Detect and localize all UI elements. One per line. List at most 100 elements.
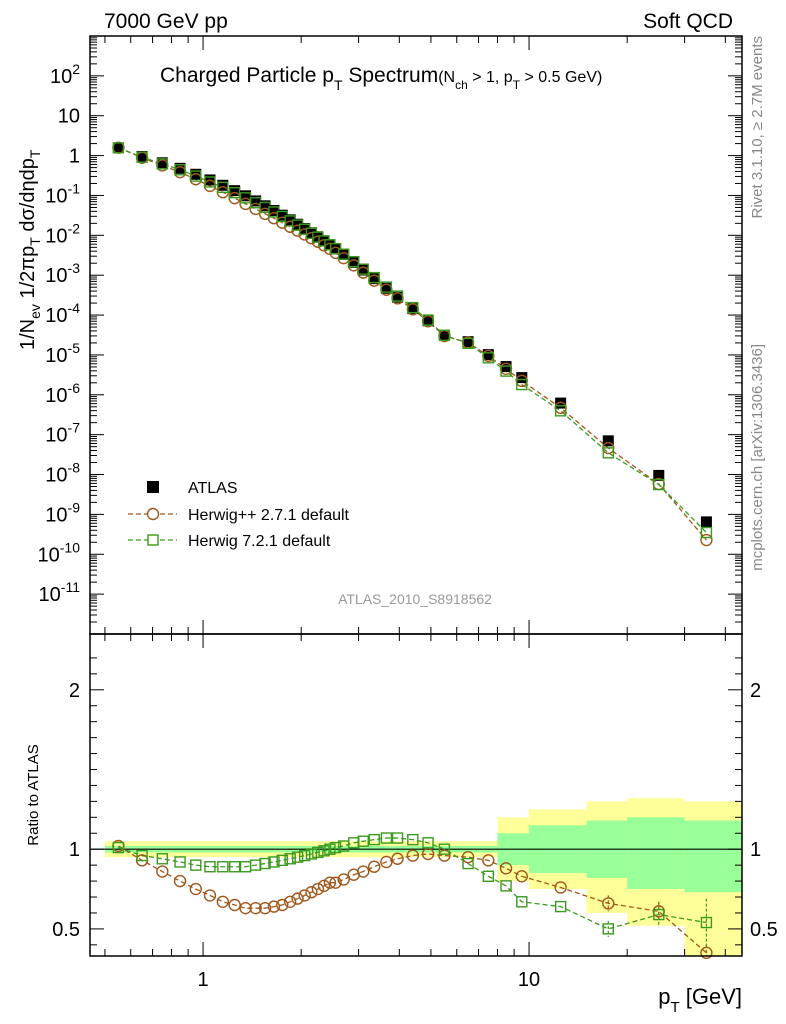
herwig7-point-ratio-25: [380, 832, 393, 844]
herwigpp-point-ratio-4: [189, 882, 202, 896]
atlas-point-9: [250, 195, 262, 207]
herwig7-point-top-21: [337, 248, 350, 260]
atlas-point-25: [380, 282, 392, 294]
herwigpp-point-ratio-9: [249, 901, 262, 915]
y-tick-base-3: 10: [45, 465, 67, 487]
y-tick-exp-9: -2: [68, 220, 81, 236]
atlas-point-23: [357, 264, 369, 276]
y-tick-exp-3: -8: [68, 460, 81, 476]
y-tick-base-1: 10: [38, 544, 60, 566]
herwigpp-point-ratio-16: [305, 886, 318, 899]
atlas-point-3: [174, 162, 186, 174]
ratio-tick-label-r-2: 2: [750, 680, 761, 702]
atlas-point-21: [338, 249, 350, 261]
herwig7-point-top-26: [391, 290, 404, 302]
herwig7-point-ratio-13: [284, 853, 296, 865]
atlas-point-22: [348, 256, 360, 268]
ratio-tick-label-l-2: 2: [69, 680, 80, 702]
herwig7-point-top-29: [438, 329, 451, 342]
herwigpp-point-ratio-13: [283, 895, 297, 909]
y-tick-base-2: 10: [45, 504, 67, 526]
atlas-point-7: [229, 185, 241, 197]
herwig7-point-top-6: [217, 181, 229, 194]
y-tick-base-6: 10: [45, 345, 67, 367]
y-tick-label-0: 10-11: [39, 579, 81, 606]
herwig7-point-top-32: [500, 365, 512, 377]
ratio-panel-frame: [89, 633, 743, 957]
herwigpp-point-ratio-17: [311, 882, 325, 896]
herwigpp-point-ratio-2: [156, 865, 169, 878]
atlas-point-24: [368, 273, 380, 285]
atlas-point-6: [217, 179, 229, 191]
y-tick-base-8: 10: [45, 265, 67, 287]
y-tick-base-4: 10: [45, 425, 67, 447]
herwig7-point-ratio-28: [422, 837, 434, 849]
herwig7-point-ratio-34: [554, 900, 567, 913]
herwig7-point-ratio-18: [318, 845, 330, 857]
herwig7-point-ratio-24: [368, 833, 380, 846]
ylabel-s2: T: [27, 237, 43, 246]
atlas-point-10: [259, 200, 271, 212]
herwigpp-point-ratio-31: [482, 854, 495, 867]
herwigpp-point-ratio-32: [499, 862, 513, 875]
y-tick-base-0: 10: [39, 584, 61, 606]
y-tick-exp-7: -4: [68, 300, 81, 316]
herwig7-point-ratio-11: [268, 856, 280, 868]
herwigpp-point-ratio-35: [602, 897, 615, 910]
y-tick-base-9: 10: [45, 225, 67, 247]
herwigpp-point-ratio-15: [298, 889, 311, 902]
herwig7-point-top-36: [653, 478, 665, 491]
herwig7-point-ratio-0: [112, 841, 125, 854]
herwig7-point-top-1: [136, 151, 148, 163]
analysis-id: ATLAS_2010_S8918562: [338, 591, 492, 607]
x-tick-label-1: 10: [518, 969, 540, 991]
y-tick-label-3: 10-8: [45, 460, 80, 487]
herwigpp-point-ratio-29: [438, 849, 451, 862]
herwig7-point-ratio-36: [653, 908, 665, 921]
herwig7-point-ratio-12: [276, 854, 288, 867]
herwigpp-point-ratio-37: [700, 946, 713, 960]
y-tick-label-11: 1: [69, 146, 80, 168]
herwig7-point-ratio-7: [228, 861, 241, 873]
xlabel-rest: [GeV]: [680, 984, 742, 1009]
herwigpp-point-ratio-19: [323, 876, 337, 889]
y-tick-exp-13: 2: [72, 61, 80, 77]
herwig7-point-top-28: [422, 314, 434, 326]
herwigpp-point-ratio-34: [554, 881, 567, 894]
data-series: [112, 141, 713, 960]
herwigpp-point-top-37: [700, 533, 713, 547]
y-tick-base-5: 10: [45, 385, 67, 407]
herwig7-point-ratio-16: [305, 848, 318, 860]
herwig7-point-top-7: [228, 186, 241, 199]
y-tick-base-10: 10: [45, 185, 67, 207]
y-tick-base-7: 10: [45, 305, 67, 327]
band-green-5: [684, 820, 742, 893]
herwig7-point-ratio-26: [391, 832, 404, 844]
header-right: Soft QCD: [643, 10, 733, 33]
x-tick-label-0: 1: [197, 969, 208, 991]
y-tick-label-1: 10-10: [38, 539, 81, 566]
plot-cond-rest: > 0.5 GeV): [520, 69, 602, 86]
legend-herwigpp-marker: [146, 507, 160, 521]
ratio-uncertainty-bands: [90, 798, 742, 956]
herwig7-point-top-34: [554, 405, 567, 417]
atlas-point-36: [653, 469, 665, 481]
herwigpp-point-ratio-6: [216, 895, 230, 909]
xlabel-p: p: [658, 984, 670, 1009]
y-axis-label-top: 1/Nev 1/2πpT dσ/dηdpT: [17, 149, 43, 350]
herwigpp-point-ratio-10: [258, 901, 272, 915]
herwig7-point-ratio-10: [259, 857, 271, 870]
herwigpp-line-ratio: [118, 845, 707, 954]
y-tick-label-5: 10-6: [45, 380, 80, 407]
herwigpp-point-ratio-18: [317, 879, 331, 893]
herwig7-point-top-2: [156, 158, 169, 170]
atlas-point-33: [516, 372, 528, 384]
herwigpp-point-ratio-30: [461, 850, 475, 864]
herwigpp-point-ratio-21: [337, 873, 350, 886]
plot-cond-sub2: T: [513, 78, 521, 92]
atlas-point-28: [422, 315, 434, 327]
y-axis-label-ratio: Ratio to ATLAS: [25, 744, 42, 845]
atlas-point-34: [555, 397, 567, 409]
atlas-point-1: [136, 150, 148, 162]
y-tick-exp-1: -10: [60, 539, 80, 555]
